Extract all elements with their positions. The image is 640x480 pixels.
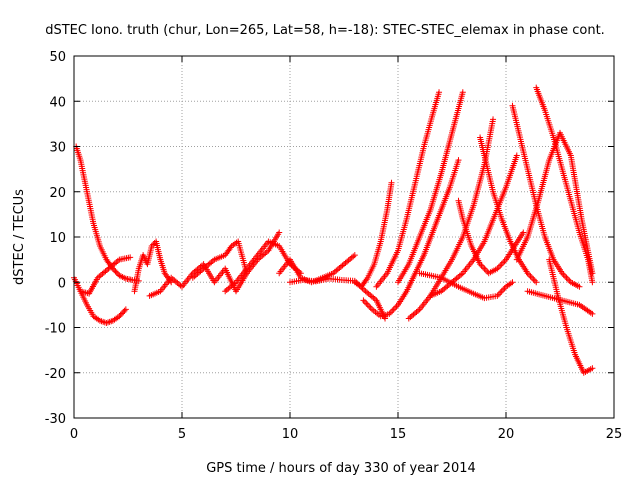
x-tick-label: 25	[606, 427, 623, 442]
data-point	[500, 259, 507, 266]
data-point	[562, 273, 569, 280]
series-8	[276, 252, 358, 286]
data-point	[589, 310, 596, 317]
axis-ticks: 0 5 10 15 20 25 -30 -20 -10 0 10 20 30 40 50	[45, 50, 623, 442]
data-point	[121, 307, 128, 314]
data-point	[530, 276, 537, 283]
data-point	[363, 300, 370, 307]
data-point	[498, 261, 505, 268]
data-point	[117, 311, 124, 318]
data-point	[389, 307, 396, 314]
data-point	[589, 279, 596, 286]
x-tick-label: 5	[178, 427, 186, 442]
x-axis-label: GPS time / hours of day 330 of year 2014	[206, 461, 476, 476]
series-10	[351, 179, 395, 290]
series-19	[509, 102, 583, 290]
series-13	[395, 89, 466, 286]
y-tick-label: -20	[45, 367, 66, 382]
data-point	[122, 306, 129, 313]
series-2	[71, 274, 129, 326]
data-point	[388, 179, 395, 186]
y-tick-label: 10	[49, 231, 66, 246]
data-point	[527, 273, 534, 280]
data-point	[351, 252, 358, 259]
data-point	[364, 301, 371, 308]
data-point	[127, 254, 134, 261]
data-point	[390, 306, 397, 313]
data-point	[479, 264, 486, 271]
y-tick-label: 0	[58, 276, 66, 291]
series-1	[73, 143, 142, 284]
series-21	[513, 129, 596, 277]
data-point	[459, 89, 466, 96]
series-4	[131, 238, 175, 295]
data-point	[392, 304, 399, 311]
series-22	[546, 256, 596, 376]
grid-lines	[74, 56, 614, 418]
data-point	[500, 286, 507, 293]
data-point	[528, 274, 535, 281]
data-point	[490, 116, 497, 123]
series-17	[455, 197, 527, 277]
data-point	[113, 269, 120, 276]
x-tick-label: 10	[282, 427, 299, 442]
data-point	[366, 303, 373, 310]
data-point	[455, 157, 462, 164]
y-tick-label: -30	[45, 412, 66, 427]
data-point	[531, 277, 538, 284]
series-3	[77, 254, 134, 297]
data-point	[564, 276, 571, 283]
data-point	[360, 297, 367, 304]
y-tick-label: 30	[49, 141, 66, 156]
data-point	[589, 365, 596, 372]
chart-title: dSTEC Iono. truth (chur, Lon=265, Lat=58…	[45, 23, 605, 38]
data-point	[120, 309, 127, 316]
data-point	[481, 265, 488, 272]
data-point	[367, 304, 374, 311]
data-point	[509, 279, 516, 286]
data-markers	[71, 84, 596, 376]
series-23	[524, 288, 596, 317]
data-point	[116, 313, 123, 320]
series-16	[416, 270, 516, 302]
y-tick-label: -10	[45, 322, 66, 337]
data-point	[497, 262, 504, 269]
data-point	[576, 283, 583, 290]
x-tick-label: 0	[70, 427, 78, 442]
data-point	[497, 289, 504, 296]
data-point	[498, 288, 505, 295]
data-point	[118, 310, 125, 317]
data-point	[589, 270, 596, 277]
data-point	[382, 315, 389, 322]
series-11	[360, 157, 462, 320]
data-point	[436, 89, 443, 96]
x-tick-label: 15	[390, 427, 407, 442]
data-point	[533, 279, 540, 286]
data-point	[513, 152, 520, 159]
y-axis-label: dSTEC / TECUs	[12, 189, 27, 285]
series-12	[373, 89, 443, 290]
x-tick-label: 20	[498, 427, 515, 442]
data-point	[276, 229, 283, 236]
data-point	[112, 268, 119, 275]
data-point	[111, 267, 118, 274]
data-point	[563, 274, 570, 281]
y-tick-label: 20	[49, 186, 66, 201]
data-point	[361, 298, 368, 305]
y-tick-label: 40	[49, 95, 66, 110]
data-point	[520, 229, 527, 236]
series-18	[477, 134, 540, 286]
y-tick-label: 50	[49, 50, 66, 65]
data-point	[501, 285, 508, 292]
